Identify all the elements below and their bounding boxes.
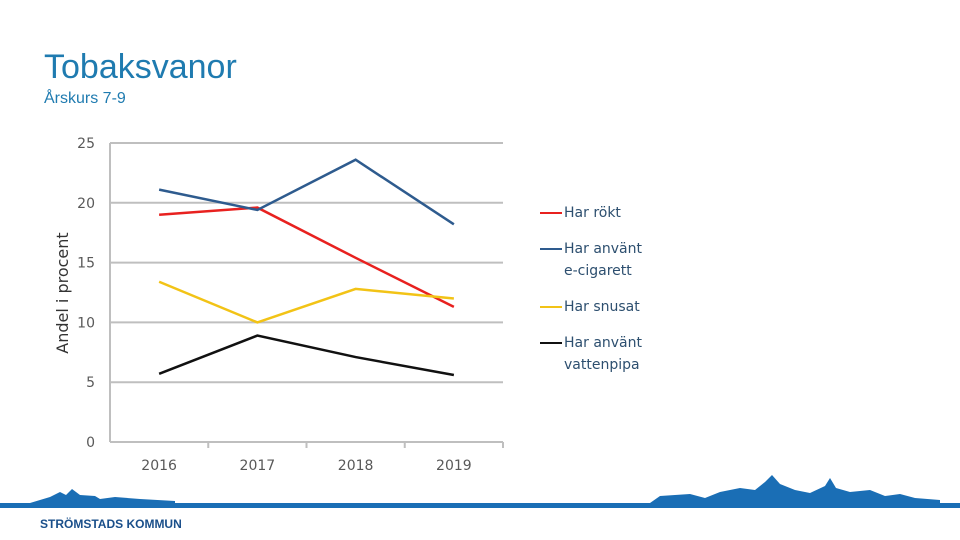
- y-tick-label: 10: [77, 315, 95, 331]
- x-tick-label: 2019: [436, 458, 472, 474]
- series-line: [158, 280, 454, 324]
- legend-entry: Har använt vattenpipa: [540, 332, 660, 376]
- y-tick-label: 25: [77, 136, 95, 152]
- legend-swatch: [540, 342, 562, 344]
- legend-label: Har använt e-cigarett: [564, 241, 642, 279]
- legend-swatch: [540, 212, 562, 214]
- skyline-right: [650, 475, 940, 503]
- footer-band: [0, 503, 960, 508]
- y-axis-title: Andel i procent: [53, 232, 72, 353]
- legend-entry: Har rökt: [540, 202, 660, 224]
- legend-swatch: [540, 306, 562, 308]
- x-tick-label: 2018: [338, 458, 374, 474]
- slide-title: Tobaksvanor: [44, 48, 237, 86]
- legend-label: Har använt vattenpipa: [564, 335, 642, 373]
- slide-subtitle: Årskurs 7-9: [44, 88, 126, 107]
- legend-entry: Har snusat: [540, 296, 660, 318]
- x-tick-label: 2017: [240, 458, 276, 474]
- logo-text: STRÖMSTADS KOMMUN: [40, 516, 182, 531]
- y-tick-label: 0: [86, 435, 95, 451]
- series-line: [159, 206, 455, 308]
- y-tick-label: 15: [77, 256, 95, 272]
- y-tick-label: 20: [77, 196, 95, 212]
- footer-art: STRÖMSTADS KOMMUN: [0, 475, 960, 531]
- skyline-left: [30, 489, 175, 503]
- legend-entry: Har använt e-cigarett: [540, 238, 660, 282]
- legend-label: Har rökt: [564, 205, 621, 221]
- series-line: [158, 158, 455, 226]
- series-line: [158, 334, 455, 377]
- legend-swatch: [540, 248, 562, 250]
- legend: Har rökt Har använt e-cigarett Har snusat H…: [540, 202, 660, 376]
- x-tick-label: 2016: [141, 458, 177, 474]
- legend-label: Har snusat: [564, 299, 640, 315]
- y-tick-label: 5: [86, 375, 95, 391]
